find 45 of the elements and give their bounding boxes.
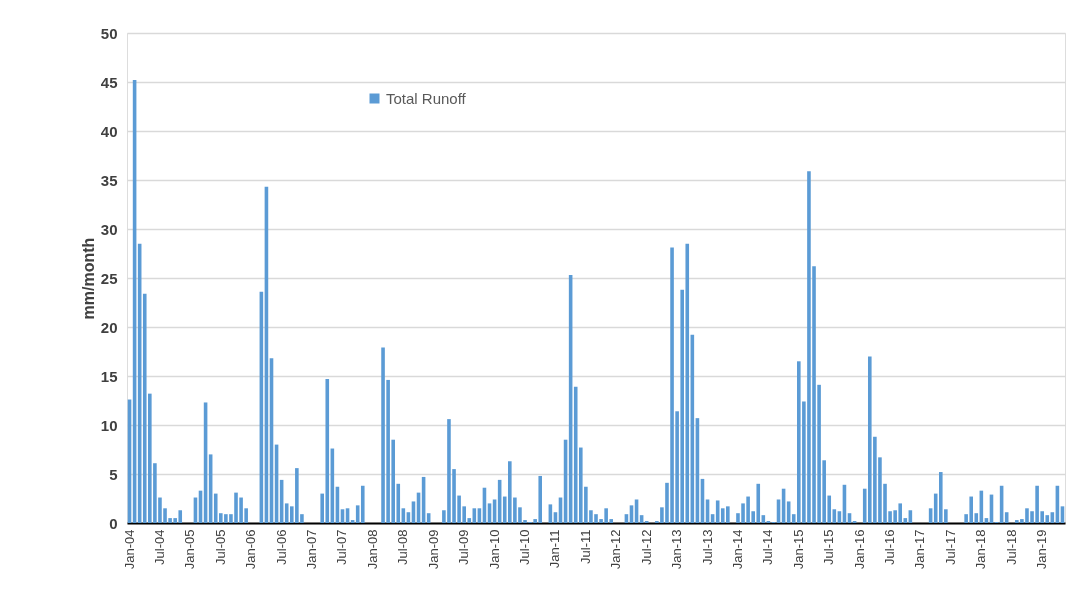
x-tick-label: Jan-08	[364, 529, 380, 570]
x-tick-label: Jul-12	[638, 529, 654, 565]
y-tick-label: 20	[100, 318, 118, 336]
y-tick-label: 5	[109, 465, 118, 483]
x-tick-label: Jul-07	[334, 529, 350, 565]
bar	[360, 485, 365, 523]
x-tick-label: Jul-09	[456, 529, 472, 565]
y-tick-label: 10	[100, 416, 118, 434]
y-axis-title: mm/month	[79, 237, 97, 320]
x-tick-label: Jan-04	[121, 529, 137, 570]
x-tick-label: Jul-06	[273, 529, 289, 565]
x-tick-label: Jul-13	[699, 529, 715, 565]
x-tick-label: Jul-17	[942, 529, 958, 565]
x-tick-label: Jan-11	[547, 529, 563, 569]
x-tick-label: Jan-07	[304, 529, 320, 570]
x-tick-label: Jul-08	[395, 529, 411, 565]
y-tick-label: 15	[100, 367, 118, 385]
x-tick-label: Jan-12	[608, 529, 624, 570]
x-tick-label: Jul-14	[760, 529, 776, 565]
x-tick-label: Jul-18	[1003, 529, 1019, 565]
x-tick-label: Jan-09	[425, 529, 441, 570]
y-tick-label: 35	[100, 171, 118, 189]
x-tick-label: Jul-10	[517, 529, 533, 565]
x-tick-label: Jan-15	[790, 529, 806, 570]
legend-label: Total Runoff	[386, 89, 467, 107]
x-tick-label: Jan-19	[1034, 529, 1050, 570]
x-tick-label: Jan-18	[973, 529, 989, 570]
x-tick-label: Jul-15	[821, 529, 837, 565]
x-tick-label: Jan-17	[912, 529, 928, 570]
y-tick-label: 45	[100, 73, 118, 91]
x-tick-label: Jan-05	[182, 529, 198, 570]
x-tick-label: Jul-04	[151, 529, 167, 565]
y-tick-label: 25	[100, 269, 118, 287]
x-tick-label: Jul-11	[577, 529, 593, 564]
x-tick-label: Jan-14	[729, 529, 745, 570]
x-tick-label: Jan-10	[486, 529, 502, 570]
y-tick-label: 40	[100, 122, 118, 140]
x-tick-label: Jan-06	[243, 529, 259, 570]
y-tick-label: 0	[109, 514, 118, 532]
x-tick-label: Jan-16	[851, 529, 867, 570]
y-tick-label: 50	[100, 24, 118, 42]
y-tick-label: 30	[100, 220, 118, 238]
x-tick-label: Jul-05	[212, 529, 228, 565]
x-tick-label: Jul-16	[882, 529, 898, 565]
x-tick-label: Jan-13	[669, 529, 685, 570]
